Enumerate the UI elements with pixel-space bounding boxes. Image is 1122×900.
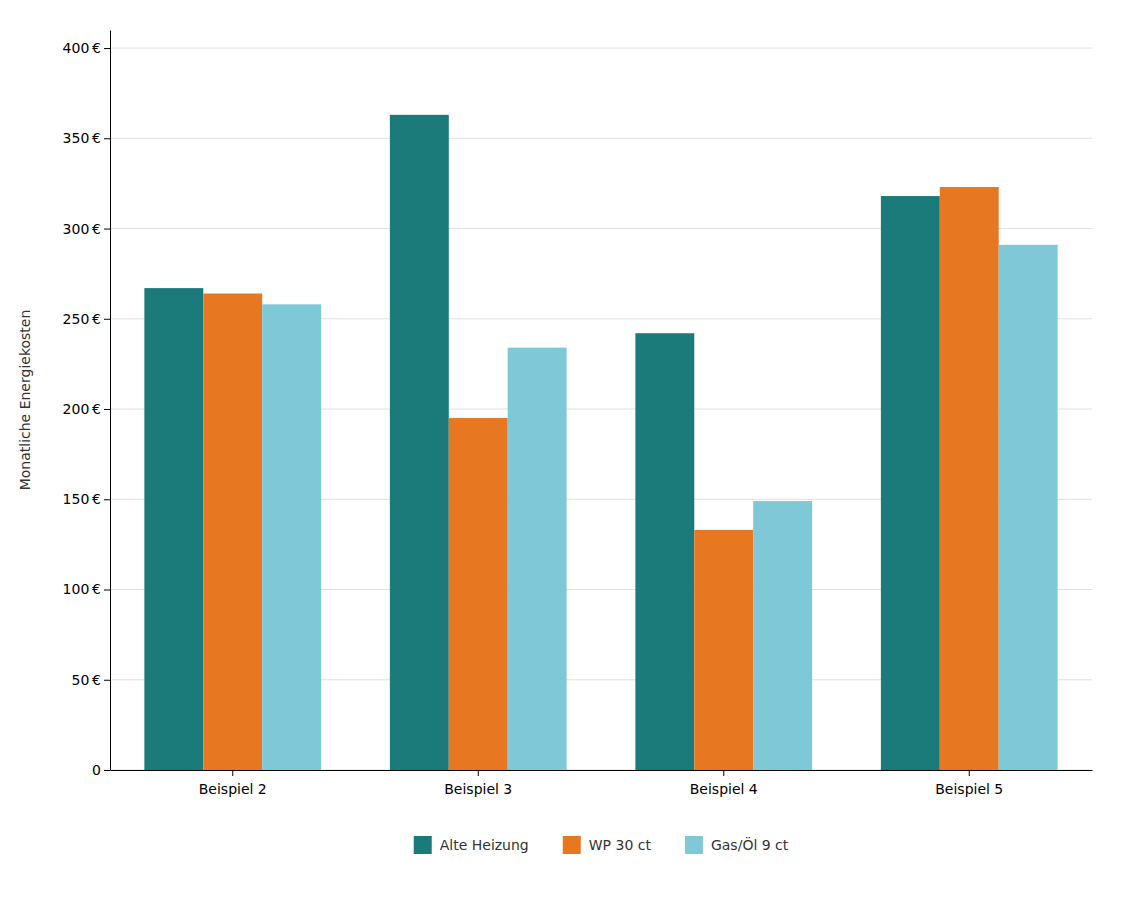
- bar: [694, 530, 753, 770]
- bar-series: [203, 187, 998, 770]
- grid-line: [110, 138, 1092, 139]
- x-tick-mark: [232, 770, 233, 776]
- y-tick: 400 €: [63, 40, 110, 56]
- y-tick-label: 100 €: [63, 581, 101, 597]
- legend-item: WP 30 ct: [563, 836, 652, 854]
- y-axis-line: [110, 31, 111, 771]
- y-tick-mark: [104, 138, 110, 139]
- y-tick: 100 €: [63, 581, 110, 597]
- legend-swatch: [414, 836, 432, 854]
- grid-line: [110, 48, 1092, 49]
- y-tick: 250 €: [63, 311, 110, 327]
- x-tick: Beispiel 5: [935, 770, 1003, 797]
- x-tick: Beispiel 4: [690, 770, 758, 797]
- bar: [390, 115, 449, 770]
- bar: [753, 501, 812, 770]
- legend-swatch: [563, 836, 581, 854]
- bar: [999, 245, 1058, 770]
- y-tick-mark: [104, 229, 110, 230]
- y-tick-mark: [104, 319, 110, 320]
- bar: [203, 294, 262, 770]
- x-tick-label: Beispiel 2: [199, 781, 267, 797]
- x-tick: Beispiel 3: [444, 770, 512, 797]
- x-tick: Beispiel 2: [199, 770, 267, 797]
- legend-item: Gas/Öl 9 ct: [685, 836, 789, 854]
- y-tick-label: 250 €: [63, 311, 101, 327]
- legend-label: WP 30 ct: [589, 837, 652, 853]
- chart-svg: 0 50 € 100 € 150 € 200 € 250 € 300 € 350 € 400 €…: [0, 0, 1122, 900]
- y-tick: 50 €: [71, 672, 110, 688]
- y-axis: 0 50 € 100 € 150 € 200 € 250 € 300 € 350 € 400 €: [63, 31, 111, 778]
- y-tick: 200 €: [63, 401, 110, 417]
- bar: [881, 196, 940, 770]
- grid: [110, 48, 1092, 770]
- x-tick-label: Beispiel 5: [935, 781, 1003, 797]
- y-tick: 350 €: [63, 130, 110, 146]
- y-tick-label: 200 €: [63, 401, 101, 417]
- legend-label: Gas/Öl 9 ct: [711, 836, 789, 853]
- y-tick-label: 350 €: [63, 130, 101, 146]
- y-tick-label: 150 €: [63, 491, 101, 507]
- y-tick-label: 400 €: [63, 40, 101, 56]
- x-tick-mark: [969, 770, 970, 776]
- y-tick-label: 50 €: [71, 672, 101, 688]
- y-tick-mark: [104, 680, 110, 681]
- legend: Alte Heizung WP 30 ct Gas/Öl 9 ct: [414, 836, 789, 854]
- x-axis-line: [111, 770, 1093, 771]
- y-axis-title: Monatliche Energiekosten: [17, 310, 33, 491]
- bar: [262, 304, 321, 770]
- x-tick-label: Beispiel 4: [690, 781, 758, 797]
- y-tick: 150 €: [63, 491, 110, 507]
- bars: [144, 115, 1057, 770]
- bar: [940, 187, 999, 770]
- legend-swatch: [685, 836, 703, 854]
- y-tick-mark: [104, 770, 110, 771]
- y-tick: 0: [92, 762, 110, 778]
- y-tick-mark: [104, 409, 110, 410]
- legend-label: Alte Heizung: [440, 837, 529, 853]
- x-tick-mark: [478, 770, 479, 776]
- chart-container: 0 50 € 100 € 150 € 200 € 250 € 300 € 350 € 400 €…: [0, 0, 1122, 900]
- bar-series: [144, 115, 939, 770]
- x-tick-mark: [723, 770, 724, 776]
- y-tick-mark: [104, 590, 110, 591]
- x-tick-label: Beispiel 3: [444, 781, 512, 797]
- bar: [635, 333, 694, 770]
- x-axis: Beispiel 2 Beispiel 3 Beispiel 4 Beispiel 5: [111, 770, 1093, 797]
- y-tick-label: 300 €: [63, 221, 101, 237]
- legend-item: Alte Heizung: [414, 836, 529, 854]
- y-tick-label: 0: [92, 762, 101, 778]
- bar: [144, 288, 203, 770]
- y-tick-mark: [104, 48, 110, 49]
- plot: 0 50 € 100 € 150 € 200 € 250 € 300 € 350 € 400 €…: [17, 31, 1093, 855]
- y-tick: 300 €: [63, 221, 110, 237]
- bar-series: [262, 245, 1057, 770]
- bar: [449, 418, 508, 770]
- bar: [508, 348, 567, 770]
- y-tick-mark: [104, 499, 110, 500]
